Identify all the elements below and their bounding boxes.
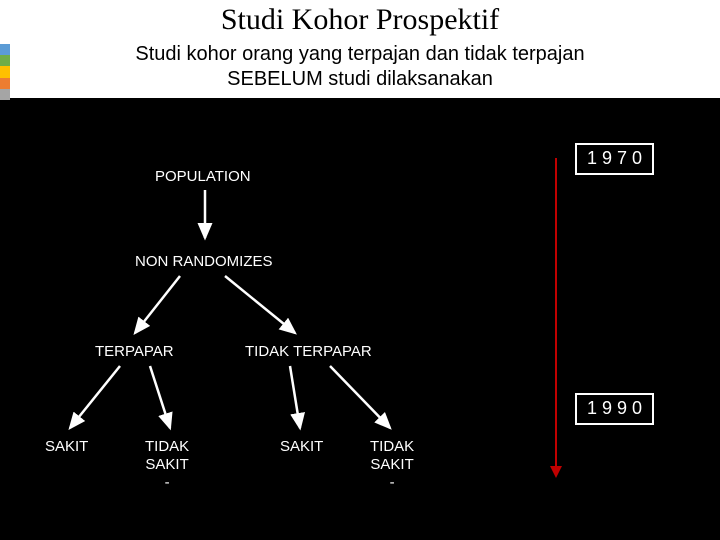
node-nonrandom: NON RANDOMIZES: [135, 253, 273, 271]
accent-stripe: [0, 66, 10, 77]
node-notsick1: TIDAK SAKIT -: [145, 438, 189, 492]
accent-bar: [0, 44, 10, 100]
accent-stripe: [0, 78, 10, 89]
node-exposed: TERPAPAR: [95, 343, 174, 361]
node-notsick2: TIDAK SAKIT -: [370, 438, 414, 492]
timeline-arrowhead: [550, 466, 562, 478]
diagram-area: POPULATION NON RANDOMIZES TERPAPAR TIDAK…: [0, 98, 720, 528]
node-population: POPULATION: [155, 168, 251, 186]
year-start-box: 1 9 7 0: [575, 143, 654, 175]
accent-stripe: [0, 55, 10, 66]
subtitle-line2: SEBELUM studi dilaksanakan: [227, 68, 493, 90]
year-end-box: 1 9 9 0: [575, 393, 654, 425]
page-title: Studi Kohor Prospektif: [0, 0, 720, 40]
node-sick1: SAKIT: [45, 438, 88, 456]
timeline-line: [555, 158, 557, 468]
node-unexposed: TIDAK TERPAPAR: [245, 343, 372, 361]
subtitle-line1: Studi kohor orang yang terpajan dan tida…: [135, 43, 584, 65]
node-sick2: SAKIT: [280, 438, 323, 456]
accent-stripe: [0, 44, 10, 55]
page-subtitle: Studi kohor orang yang terpajan dan tida…: [0, 40, 720, 98]
